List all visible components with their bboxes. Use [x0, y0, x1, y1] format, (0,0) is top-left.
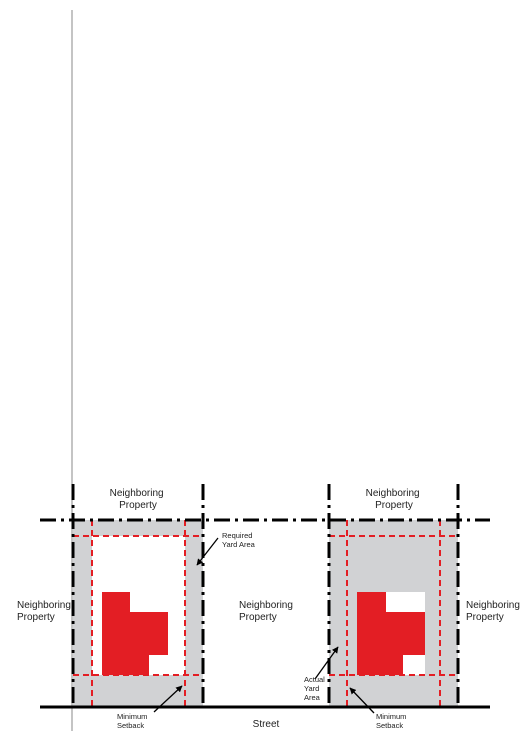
neighboring-property-middle-label: Neighboring Property: [239, 600, 296, 623]
right-lot-setback-lines: [329, 520, 458, 707]
actual-yard-area-label: Actual Yard Area: [304, 675, 327, 702]
required-yard-arrow: [196, 537, 219, 566]
left-lot-building: [102, 592, 168, 675]
right-lot: [329, 520, 458, 707]
left-setback-arrow: [153, 685, 183, 713]
neighboring-property-right-label: Neighboring Property: [466, 600, 523, 623]
property-lines: [40, 484, 490, 709]
right-setback-arrow: [349, 687, 375, 714]
neighboring-property-left-label: Neighboring Property: [17, 600, 74, 623]
left-minimum-setback-label: Minimum Setback: [117, 712, 150, 730]
annotation-arrows: [153, 537, 375, 714]
left-lot-setback-lines: [73, 520, 203, 707]
street-label: Street: [253, 719, 280, 730]
required-yard-area-label: Required Yard Area: [222, 531, 256, 549]
neighboring-property-top-left-label: Neighboring Property: [110, 488, 167, 511]
right-minimum-setback-label: Minimum Setback: [376, 712, 409, 730]
right-lot-white-pocket-lower: [403, 655, 425, 675]
left-lot: [73, 520, 203, 707]
right-lot-building: [357, 592, 425, 675]
neighboring-property-top-right-label: Neighboring Property: [366, 488, 423, 511]
right-lot-white-pocket-upper: [386, 592, 425, 612]
actual-yard-arrow: [314, 646, 339, 680]
